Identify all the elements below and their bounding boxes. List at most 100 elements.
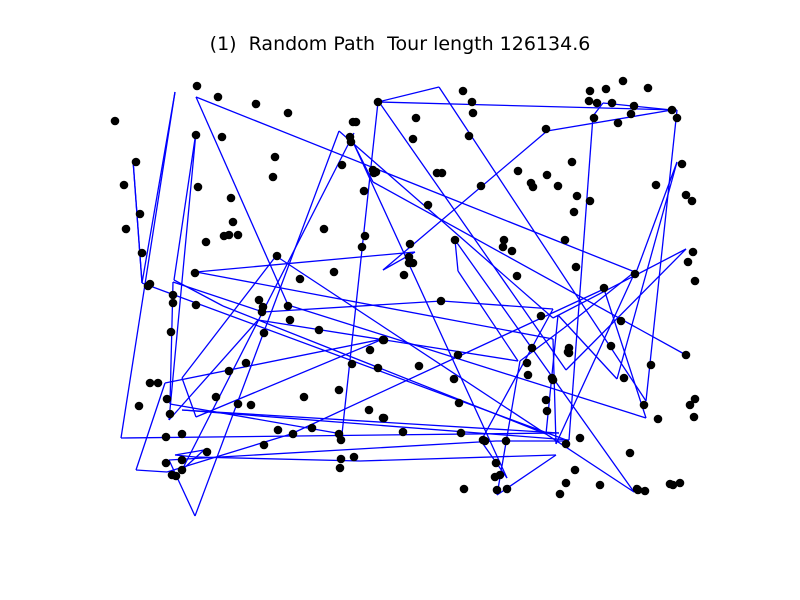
tour-segment (563, 269, 638, 329)
city-point (334, 385, 344, 395)
city-point (161, 432, 171, 442)
tour-segment (132, 159, 143, 284)
city-point (121, 224, 131, 234)
tour-segment (290, 288, 605, 435)
city-point (351, 117, 361, 127)
city-point (685, 400, 695, 410)
city-point (536, 311, 546, 321)
city-point (258, 302, 268, 312)
city-point (161, 458, 171, 468)
city-point (408, 134, 418, 144)
city-points (110, 76, 700, 499)
tour-segment (174, 449, 205, 456)
city-point (646, 360, 656, 370)
city-point (450, 235, 460, 245)
city-point (616, 316, 626, 326)
city-point (689, 412, 699, 422)
city-point (224, 230, 234, 240)
city-point (541, 395, 551, 405)
city-point (336, 454, 346, 464)
city-point (468, 108, 478, 118)
city-point (373, 97, 383, 107)
city-point (259, 328, 269, 338)
tour-segment (454, 239, 635, 493)
city-point (571, 262, 581, 272)
tour-segment (546, 109, 673, 132)
city-point (167, 470, 177, 480)
city-point (254, 295, 264, 305)
city-point (613, 118, 623, 128)
city-point (364, 405, 374, 415)
city-point (259, 440, 269, 450)
city-point (476, 181, 486, 191)
city-point (607, 98, 617, 108)
tour-segment (194, 456, 361, 462)
city-point (640, 486, 650, 496)
city-point (224, 366, 234, 376)
city-point (347, 359, 357, 369)
city-point (119, 180, 129, 190)
city-point (177, 465, 187, 475)
city-point (226, 193, 236, 203)
city-point (690, 394, 700, 404)
city-point (459, 484, 469, 494)
city-point (177, 429, 187, 439)
tour-segment (457, 270, 519, 362)
city-point (688, 247, 698, 257)
city-point (585, 196, 595, 206)
city-point (177, 455, 187, 465)
city-point (283, 301, 293, 311)
city-point (268, 172, 278, 182)
city-point (561, 478, 571, 488)
city-point (166, 327, 176, 337)
city-point (575, 433, 585, 443)
city-point (357, 242, 367, 252)
city-point (683, 257, 693, 267)
city-point (560, 235, 570, 245)
tour-segment (195, 338, 384, 418)
city-point (561, 439, 571, 449)
tour-segment (377, 86, 440, 103)
city-point (371, 167, 381, 177)
tour-segment (359, 454, 557, 462)
city-point (137, 248, 147, 258)
tour-segment (454, 239, 459, 272)
city-point (211, 392, 221, 402)
city-point (454, 398, 464, 408)
city-point (337, 160, 347, 170)
city-point (523, 370, 533, 380)
city-point (399, 270, 409, 280)
city-point (365, 345, 375, 355)
city-point (193, 182, 203, 192)
city-point (270, 152, 280, 162)
city-point (542, 170, 552, 180)
tour-segment (174, 454, 196, 458)
city-point (606, 341, 616, 351)
city-point (555, 489, 565, 499)
city-point (585, 86, 595, 96)
city-point (162, 394, 172, 404)
tour-segment (173, 131, 197, 281)
city-point (677, 159, 687, 169)
city-point (681, 190, 691, 200)
city-point (553, 181, 563, 191)
tour-segment (168, 131, 197, 421)
city-point (589, 113, 599, 123)
city-point (233, 399, 243, 409)
tour-segment (195, 96, 289, 306)
city-point (569, 207, 579, 217)
city-point (423, 200, 433, 210)
city-point (437, 168, 447, 178)
city-point (548, 375, 558, 385)
city-point (201, 237, 211, 247)
city-point (667, 105, 677, 115)
city-point (295, 274, 305, 284)
tour-segment (181, 409, 570, 441)
city-point (379, 413, 389, 423)
city-point (145, 279, 155, 289)
city-point (507, 246, 517, 256)
city-point (307, 423, 317, 433)
city-point (495, 470, 505, 480)
city-point (360, 231, 370, 241)
city-point (601, 84, 611, 94)
